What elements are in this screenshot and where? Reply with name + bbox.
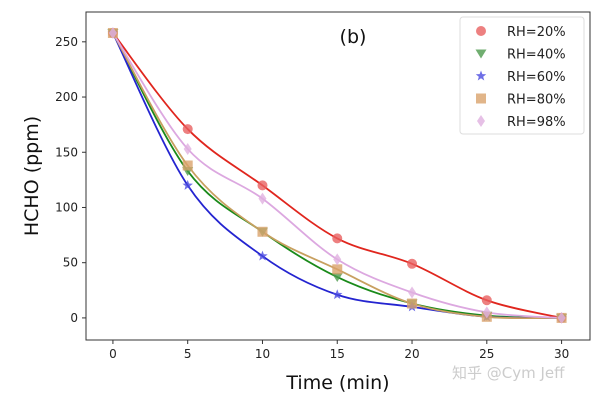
data-point-3 xyxy=(332,264,343,275)
legend-marker-1 xyxy=(475,49,487,59)
data-point-4 xyxy=(557,311,566,324)
legend-label: RH=20% xyxy=(507,25,566,40)
x-axis-label: Time (min) xyxy=(285,372,389,394)
legend-label: RH=60% xyxy=(507,70,566,85)
data-point-0 xyxy=(257,180,268,191)
data-point-0 xyxy=(182,124,193,135)
x-tick-label: 0 xyxy=(109,347,117,361)
data-point-1 xyxy=(331,273,343,283)
legend-label: RH=98% xyxy=(507,115,566,130)
data-point-0 xyxy=(407,258,418,269)
legend-label: RH=40% xyxy=(507,48,566,63)
data-point-4 xyxy=(258,192,267,205)
chart-title: (b) xyxy=(340,26,367,48)
data-point-3 xyxy=(257,226,268,237)
data-point-3 xyxy=(407,298,418,309)
y-tick-label: 200 xyxy=(55,90,78,104)
data-point-4 xyxy=(333,253,342,266)
legend-marker-4 xyxy=(477,115,485,127)
data-point-2 xyxy=(182,179,193,190)
data-point-0 xyxy=(332,233,343,244)
data-point-4 xyxy=(408,286,417,299)
x-tick-label: 10 xyxy=(255,347,270,361)
y-tick-label: 250 xyxy=(55,35,78,49)
y-tick-label: 50 xyxy=(63,256,78,270)
data-point-2 xyxy=(332,289,343,300)
legend-label: RH=80% xyxy=(507,93,566,108)
x-tick-label: 30 xyxy=(554,347,569,361)
y-tick-label: 100 xyxy=(55,200,78,214)
x-tick-label: 15 xyxy=(330,347,345,361)
data-point-0 xyxy=(481,295,492,306)
legend: RH=20% RH=40% RH=60% RH=80% RH=98% xyxy=(459,16,585,135)
legend-marker-2 xyxy=(475,70,487,81)
x-tick-label: 25 xyxy=(479,347,494,361)
data-point-4 xyxy=(108,26,117,39)
y-tick-label: 150 xyxy=(55,145,78,159)
data-point-4 xyxy=(482,306,491,319)
y-tick-label: 0 xyxy=(70,311,78,325)
legend-marker-3 xyxy=(476,93,486,104)
data-point-4 xyxy=(183,142,192,155)
x-tick-label: 20 xyxy=(404,347,419,361)
x-tick-label: 5 xyxy=(184,347,192,361)
legend-marker-0 xyxy=(476,26,486,36)
watermark: 知乎 @Cym Jeff xyxy=(452,364,565,382)
data-point-2 xyxy=(257,250,268,261)
legend-box xyxy=(459,16,585,135)
y-axis-label: HCHO (ppm) xyxy=(21,116,43,236)
data-point-3 xyxy=(182,160,193,171)
